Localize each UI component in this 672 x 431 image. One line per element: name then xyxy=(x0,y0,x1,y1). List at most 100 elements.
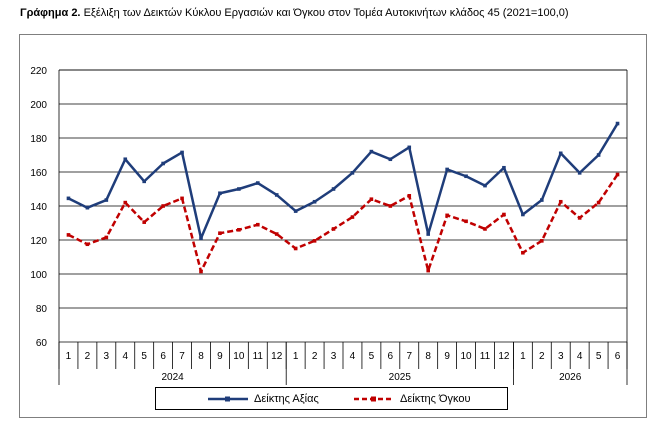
legend-label-volume-index: Δείκτης Όγκου xyxy=(400,392,471,405)
x-tick-label: 2 xyxy=(312,351,318,362)
x-tick-label: 9 xyxy=(217,351,223,362)
data-point-volume-index xyxy=(142,220,146,224)
data-point-volume-index xyxy=(218,231,222,235)
data-point-volume-index xyxy=(483,227,487,231)
data-point-volume-index xyxy=(540,239,544,243)
data-point-volume-index xyxy=(615,172,620,177)
x-tick-label: 1 xyxy=(66,351,72,362)
data-point-volume-index xyxy=(180,196,184,201)
data-point-volume-index xyxy=(464,219,468,224)
data-point-value-index xyxy=(180,150,184,155)
series-line-value-index xyxy=(67,122,619,240)
series-line-volume-index xyxy=(67,173,619,273)
x-tick-label: 3 xyxy=(331,351,337,362)
data-point-value-index xyxy=(464,174,468,179)
data-point-volume-index xyxy=(426,268,430,273)
data-point-volume-index xyxy=(104,235,109,240)
data-point-value-index xyxy=(85,205,90,210)
data-point-volume-index xyxy=(123,200,128,205)
data-point-value-index xyxy=(596,153,601,157)
x-tick-label: 2 xyxy=(539,351,545,362)
x-tick-label: 8 xyxy=(198,351,204,362)
data-point-value-index xyxy=(293,209,298,213)
data-point-value-index xyxy=(274,193,279,197)
x-tick-label: 12 xyxy=(271,351,283,362)
chart-frame xyxy=(19,34,647,418)
data-point-value-index xyxy=(445,167,449,172)
group-label: 2025 xyxy=(389,372,412,383)
data-point-volume-index xyxy=(502,212,506,217)
data-point-volume-index xyxy=(85,242,90,247)
data-point-volume-index xyxy=(237,228,241,232)
data-point-value-index xyxy=(104,198,109,202)
x-tick-label: 6 xyxy=(615,351,621,362)
y-tick-label: 120 xyxy=(30,236,47,247)
x-tick-label: 3 xyxy=(104,351,110,362)
data-point-value-index xyxy=(388,157,393,162)
data-point-volume-index xyxy=(199,269,203,274)
x-tick-label: 10 xyxy=(461,351,473,362)
data-point-value-index xyxy=(256,181,260,185)
legend-item-volume-index: Δείκτης Όγκου xyxy=(352,388,471,409)
data-point-value-index xyxy=(615,121,620,126)
data-point-value-index xyxy=(350,171,355,175)
data-point-value-index xyxy=(407,145,412,150)
x-tick-label: 5 xyxy=(141,351,147,362)
x-tick-label: 4 xyxy=(577,351,583,362)
data-point-value-index xyxy=(199,236,203,241)
data-point-volume-index xyxy=(369,197,374,201)
x-tick-label: 6 xyxy=(160,351,166,362)
data-point-value-index xyxy=(331,187,336,191)
data-point-value-index xyxy=(123,157,128,162)
legend-line-solid-icon xyxy=(208,396,248,401)
data-point-value-index xyxy=(577,171,582,175)
x-tick-label: 1 xyxy=(520,351,526,362)
data-point-value-index xyxy=(312,199,317,204)
data-point-volume-index xyxy=(521,250,525,255)
data-point-value-index xyxy=(142,179,146,184)
data-point-volume-index xyxy=(312,239,317,243)
legend-label-value-index: Δείκτης Αξίας xyxy=(254,392,319,405)
x-tick-label: 11 xyxy=(480,351,491,362)
data-point-volume-index xyxy=(558,199,563,204)
legend: Δείκτης Αξίας Δείκτης Όγκου xyxy=(155,387,508,410)
chart-title: Γράφημα 2. Εξέλιξη των Δεικτών Κύκλου Ερ… xyxy=(20,7,660,19)
y-tick-label: 220 xyxy=(30,66,47,77)
x-tick-label: 10 xyxy=(233,351,245,362)
x-tick-label: 4 xyxy=(122,351,128,362)
y-tick-label: 180 xyxy=(30,134,47,145)
y-tick-label: 100 xyxy=(30,270,47,281)
data-point-volume-index xyxy=(407,194,412,198)
data-point-value-index xyxy=(237,187,241,191)
data-point-value-index xyxy=(540,198,544,202)
x-tick-label: 7 xyxy=(406,351,412,362)
data-point-volume-index xyxy=(350,215,355,219)
x-tick-label: 5 xyxy=(596,351,602,362)
x-tick-label: 8 xyxy=(425,351,431,362)
data-point-value-index xyxy=(558,151,563,156)
x-tick-label: 6 xyxy=(388,351,394,362)
legend-line-dashed-icon xyxy=(354,396,394,401)
data-point-volume-index xyxy=(445,213,449,218)
data-point-value-index xyxy=(502,165,506,170)
data-point-value-index xyxy=(161,161,165,166)
x-tick-label: 5 xyxy=(369,351,375,362)
y-tick-label: 200 xyxy=(30,100,47,111)
data-point-value-index xyxy=(369,149,374,154)
data-point-volume-index xyxy=(293,246,298,251)
data-point-value-index xyxy=(521,212,525,217)
x-tick-label: 2 xyxy=(85,351,91,362)
x-tick-label: 3 xyxy=(558,351,564,362)
legend-item-value-index: Δείκτης Αξίας xyxy=(206,388,319,409)
chart-title-text: Εξέλιξη των Δεικτών Κύκλου Εργασιών και … xyxy=(83,7,569,19)
data-point-volume-index xyxy=(596,200,601,205)
y-tick-label: 80 xyxy=(36,304,48,315)
group-label: 2026 xyxy=(559,372,582,383)
data-point-value-index xyxy=(218,191,222,196)
data-point-value-index xyxy=(483,183,487,188)
data-point-volume-index xyxy=(331,227,336,231)
data-point-value-index xyxy=(426,232,430,236)
data-point-volume-index xyxy=(388,204,393,208)
data-point-volume-index xyxy=(66,233,71,237)
